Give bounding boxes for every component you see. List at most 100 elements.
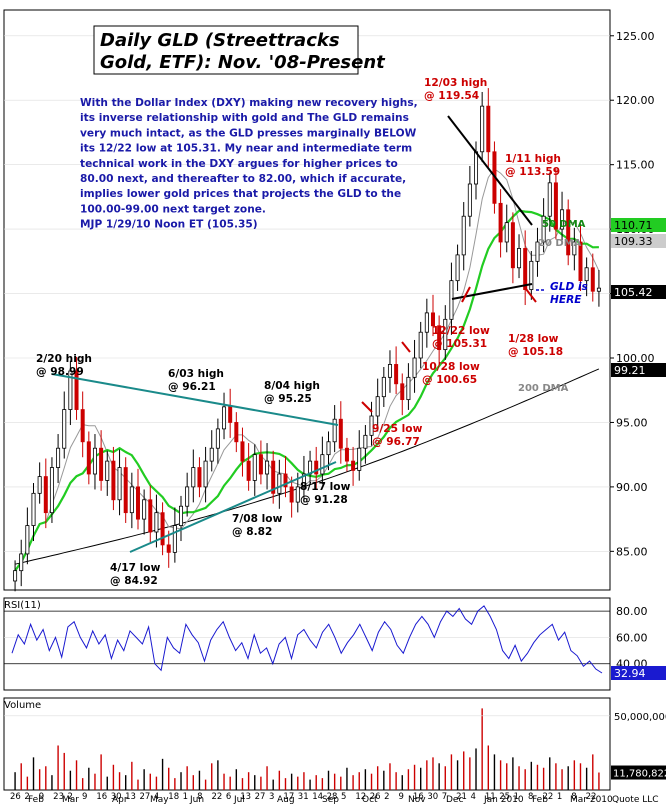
low-marker-tick (461, 286, 471, 303)
price-candle-body (517, 248, 522, 269)
price-candle-body (252, 454, 257, 481)
price-annotation-line: @ 95.25 (264, 393, 312, 405)
price-annotation: 2/20 high @ 98.99 (36, 353, 92, 378)
price-candle-body (467, 183, 472, 217)
chart-title-line1: Daily GLD (Streettracks (100, 30, 340, 51)
price-tick-label: 95.00 (616, 416, 648, 429)
price-candle-body (135, 486, 140, 520)
x-tick-day: 5 (341, 792, 346, 802)
price-annotation-line: GLD is (550, 281, 588, 293)
price-annotation: 1/28 low @ 105.18 (508, 333, 563, 358)
price-candle-body (228, 406, 233, 423)
x-month-label: May (150, 795, 169, 805)
price-annotation-line: @ 113.59 (505, 166, 560, 178)
price-annotation-line: @ 96.77 (372, 436, 420, 448)
price-candle-body (387, 364, 392, 378)
x-tick-day: 4 (154, 792, 159, 802)
price-annotation: GLD is HERE (550, 281, 588, 306)
price-candle-body (437, 325, 442, 351)
price-annotation-line: @ 119.54 (424, 90, 479, 102)
price-annotation: 8/04 high @ 95.25 (264, 380, 320, 405)
price-annotation: 10/28 low @ 100.65 (422, 361, 480, 386)
rsi-line (11, 605, 603, 674)
price-candle-body (295, 486, 300, 503)
ma50-value-box (611, 218, 666, 232)
price-candle-body (430, 312, 435, 327)
ma200-value-box (611, 363, 666, 377)
low-marker-tick (361, 401, 373, 413)
x-tick-day: 27 (140, 792, 151, 802)
chart-title-line2: Gold, ETF): Nov. '08-Present (100, 52, 386, 73)
price-annotation: 12/22 low @ 105.31 (432, 325, 490, 350)
commentary-line: very much intact, as the GLD presses mar… (80, 127, 417, 139)
price-candle-body (314, 460, 319, 475)
price-candle-body (277, 473, 282, 494)
x-tick-day: 26 (370, 792, 381, 802)
price-tick-label: 125.00 (616, 30, 655, 43)
price-candle-body (461, 215, 466, 256)
rsi-last-box (611, 665, 666, 680)
price-candle-body (74, 370, 79, 410)
price-annotation-line: 9/25 low (372, 423, 423, 435)
price-candle-body (486, 105, 491, 153)
price-annotation: 4/17 low @ 84.92 (110, 562, 161, 587)
commentary-line: 80.00 next, and thereafter to 82.00, whi… (80, 173, 406, 185)
price-candle-body (215, 428, 220, 449)
price-candle-body (553, 182, 558, 230)
rsi-tick-label: 60.00 (616, 631, 648, 644)
price-candle-body (584, 267, 589, 282)
price-candle-body (381, 376, 386, 398)
price-candle-body (185, 486, 190, 507)
price-candle-body (43, 476, 48, 514)
x-tick-day: 2 (384, 792, 389, 802)
price-annotation-line: 1/11 high (505, 153, 561, 165)
price-candle-body (99, 447, 104, 481)
price-candle-body (117, 467, 122, 501)
price-candle-body (160, 512, 165, 546)
ma50-name-label: 50 DMA (542, 219, 586, 230)
x-month-label: Aug (277, 795, 295, 805)
volume-last-value: 11,780,822 (613, 769, 666, 780)
volume-panel-frame (3, 697, 611, 791)
price-annotation-line: HERE (550, 294, 582, 306)
x-tick-day: 3 (269, 792, 274, 802)
footer-credit: Quote LLC (612, 795, 659, 805)
price-annotation: 6/03 high @ 96.21 (168, 368, 224, 393)
price-candle-body (25, 525, 30, 555)
last-price-value: 105.42 (614, 286, 653, 299)
price-annotation-line: @ 96.21 (168, 381, 216, 393)
price-candle-body (566, 209, 571, 256)
x-tick-day: 22 (586, 792, 597, 802)
price-candle-body (301, 473, 306, 488)
x-tick-day: 8 (528, 792, 533, 802)
x-tick-day: 2 (68, 792, 73, 802)
rsi-panel-frame (3, 597, 611, 691)
price-annotation-line: 12/22 low (432, 325, 490, 337)
volume-title: Volume (4, 700, 41, 711)
title-box (93, 25, 359, 75)
x-tick-day: 30 (427, 792, 438, 802)
price-annotation-line: @ 100.65 (422, 374, 477, 386)
price-annotation-line: @ 84.92 (110, 575, 158, 587)
x-tick-day: 26 (10, 792, 21, 802)
x-tick-day: 27 (255, 792, 266, 802)
price-candle-body (418, 331, 423, 359)
price-candle-body (449, 280, 454, 320)
price-candle-body (590, 267, 595, 292)
x-tick-day: 28 (327, 792, 338, 802)
price-annotation: 8/17 low @ 91.28 (300, 481, 351, 506)
commentary-line: its 12/22 low at 105.31. My near and int… (80, 143, 412, 155)
x-tick-day: 8 (571, 792, 576, 802)
x-tick-day: 9 (39, 792, 44, 802)
x-tick-day: 16 (413, 792, 424, 802)
price-candle-body (222, 406, 227, 430)
price-annotation: 1/11 high @ 113.59 (505, 153, 561, 178)
x-tick-day: 1 (557, 792, 562, 802)
price-candle-body (265, 460, 270, 475)
last-price-value-box (611, 285, 666, 299)
x-tick-day: 9 (399, 792, 404, 802)
price-candle-body (529, 260, 534, 290)
x-tick-day: 22 (542, 792, 553, 802)
low-marker-tick (401, 341, 411, 353)
